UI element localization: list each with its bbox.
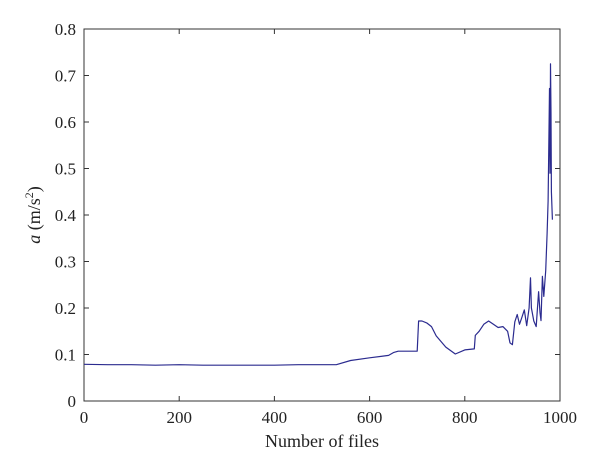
x-tick-label: 600	[357, 408, 383, 427]
x-tick-label: 800	[452, 408, 478, 427]
y-tick-label: 0	[68, 392, 77, 411]
y-tick-label: 0.5	[55, 160, 76, 179]
x-axis-title: Number of files	[265, 431, 379, 451]
x-tick-label: 200	[166, 408, 192, 427]
x-tick-labels: 0 200 400 600 800 1000	[80, 408, 577, 427]
y-tick-label: 0.3	[55, 253, 76, 272]
tick-marks	[83, 28, 561, 402]
y-tick-label: 0.8	[55, 20, 76, 39]
y-axis-title-close: )	[24, 186, 45, 192]
y-axis-title-unit: (m/s	[24, 198, 45, 235]
y-tick-label: 0.2	[55, 299, 76, 318]
x-tick-label: 0	[80, 408, 89, 427]
y-tick-labels: 0 0.1 0.2 0.3 0.4 0.5 0.6 0.7 0.8	[55, 20, 77, 411]
y-axis-title: a (m/s2)	[22, 186, 45, 244]
x-tick-label: 1000	[543, 408, 577, 427]
y-axis-title-exponent: 2	[22, 192, 36, 198]
y-tick-label: 0.7	[55, 67, 77, 86]
y-axis-title-symbol: a	[24, 235, 44, 244]
x-tick-label: 400	[262, 408, 288, 427]
y-tick-label: 0.4	[55, 206, 77, 225]
y-tick-label: 0.6	[55, 113, 76, 132]
y-tick-label: 0.1	[55, 346, 76, 365]
plot-frame	[83, 28, 561, 402]
acceleration-series-line	[83, 63, 553, 366]
